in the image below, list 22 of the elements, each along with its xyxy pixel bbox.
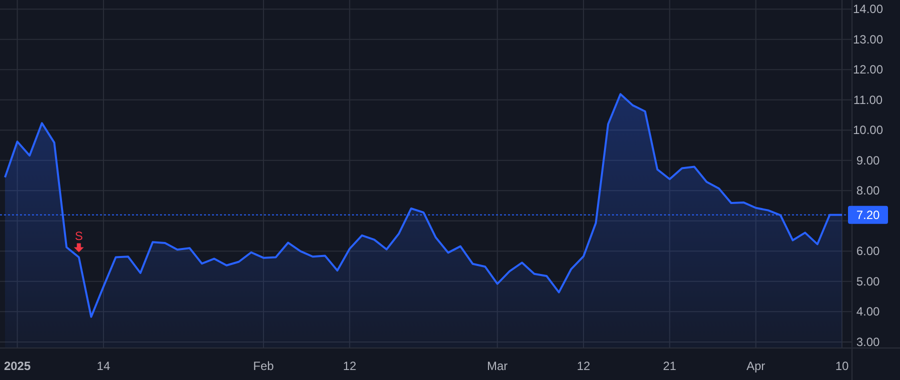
- y-tick-label: 4.00: [856, 304, 880, 319]
- x-tick-label: 12: [342, 359, 357, 373]
- y-tick-label: 9.00: [856, 153, 880, 168]
- annotation: S: [74, 229, 83, 244]
- x-tick-label: 2025: [4, 359, 31, 373]
- ref-line-label: 7.20: [856, 208, 880, 222]
- y-tick-label: 12.00: [852, 62, 884, 77]
- y-tick-label: 10.00: [852, 123, 884, 138]
- y-tick-label: 11.00: [853, 92, 883, 107]
- x-tick-label: 21: [662, 359, 677, 373]
- y-tick-label: 14.00: [852, 2, 884, 16]
- y-tick-label: 8.00: [856, 184, 880, 198]
- x-tick-label: 12: [576, 359, 591, 373]
- x-tick-label: Apr: [746, 359, 766, 373]
- x-tick-label: 10: [835, 359, 849, 373]
- y-tick-label: 6.00: [856, 244, 880, 258]
- y-tick-label: 5.00: [856, 274, 880, 288]
- x-tick-label: Feb: [253, 359, 274, 373]
- x-tick-label: Mar: [487, 359, 508, 373]
- y-tick-label: 3.00: [856, 334, 880, 349]
- x-tick-label: 14: [96, 359, 110, 373]
- y-tick-label: 13.00: [852, 32, 884, 46]
